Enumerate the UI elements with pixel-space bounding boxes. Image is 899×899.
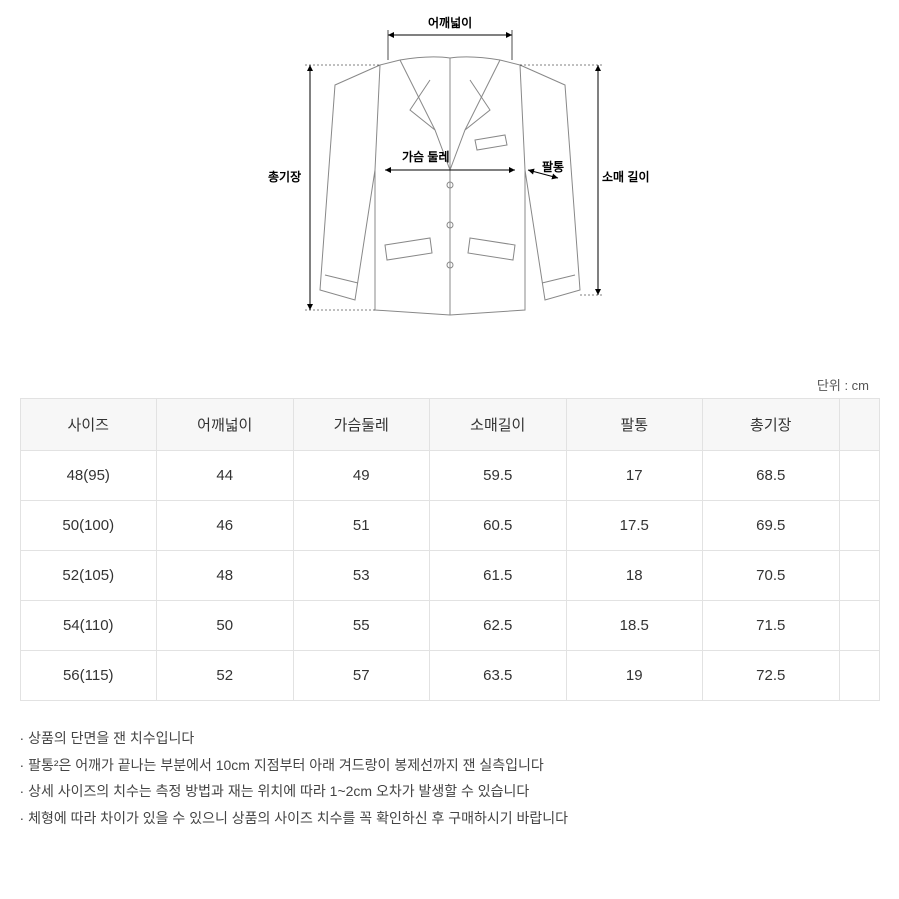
label-sleeve: 소매 길이 <box>602 168 650 185</box>
table-cell: 53 <box>293 551 430 601</box>
label-arm-width: 팔통 <box>542 158 564 175</box>
table-cell: 54(110) <box>20 601 157 651</box>
table-cell: 61.5 <box>430 551 567 601</box>
table-cell: 18.5 <box>566 601 703 651</box>
table-cell: 68.5 <box>703 451 840 501</box>
table-cell: 17.5 <box>566 501 703 551</box>
table-cell: 44 <box>157 451 294 501</box>
jacket-svg <box>280 10 620 340</box>
table-cell: 57 <box>293 651 430 701</box>
table-cell: 50 <box>157 601 294 651</box>
label-shoulder: 어깨넓이 <box>428 14 472 31</box>
table-cell: 52(105) <box>20 551 157 601</box>
table-cell: 71.5 <box>703 601 840 651</box>
size-table: 사이즈 어깨넓이 가슴둘레 소매길이 팔통 총기장 48(95)444959.5… <box>20 398 880 701</box>
table-cell: 50(100) <box>20 501 157 551</box>
table-cell <box>839 501 879 551</box>
th-arm: 팔통 <box>566 399 703 451</box>
label-length: 총기장 <box>268 168 301 185</box>
table-cell: 48(95) <box>20 451 157 501</box>
th-length: 총기장 <box>703 399 840 451</box>
th-sleeve: 소매길이 <box>430 399 567 451</box>
label-chest: 가슴 둘레 <box>402 148 450 165</box>
table-cell: 56(115) <box>20 651 157 701</box>
table-cell: 59.5 <box>430 451 567 501</box>
th-size: 사이즈 <box>20 399 157 451</box>
table-row: 52(105)485361.51870.5 <box>20 551 879 601</box>
table-cell: 51 <box>293 501 430 551</box>
table-cell <box>839 451 879 501</box>
table-cell: 48 <box>157 551 294 601</box>
table-cell: 69.5 <box>703 501 840 551</box>
table-cell <box>839 551 879 601</box>
table-header-row: 사이즈 어깨넓이 가슴둘레 소매길이 팔통 총기장 <box>20 399 879 451</box>
table-cell: 18 <box>566 551 703 601</box>
table-cell: 19 <box>566 651 703 701</box>
notes-list: 상품의 단면을 잰 치수입니다팔통²은 어깨가 끝나는 부분에서 10cm 지점… <box>20 725 880 831</box>
table-cell <box>839 601 879 651</box>
table-cell: 70.5 <box>703 551 840 601</box>
note-item: 상세 사이즈의 치수는 측정 방법과 재는 위치에 따라 1~2cm 오차가 발… <box>20 778 880 805</box>
table-row: 56(115)525763.51972.5 <box>20 651 879 701</box>
table-row: 48(95)444959.51768.5 <box>20 451 879 501</box>
table-cell <box>839 651 879 701</box>
th-chest: 가슴둘레 <box>293 399 430 451</box>
jacket-diagram: 어깨넓이 가슴 둘레 팔통 소매 길이 총기장 <box>0 0 899 350</box>
table-cell: 17 <box>566 451 703 501</box>
note-item: 체형에 따라 차이가 있을 수 있으니 상품의 사이즈 치수를 꼭 확인하신 후… <box>20 805 880 832</box>
table-cell: 72.5 <box>703 651 840 701</box>
table-cell: 63.5 <box>430 651 567 701</box>
table-cell: 62.5 <box>430 601 567 651</box>
unit-label: 단위 : cm <box>817 375 869 394</box>
th-empty <box>839 399 879 451</box>
table-cell: 55 <box>293 601 430 651</box>
th-shoulder: 어깨넓이 <box>157 399 294 451</box>
table-cell: 60.5 <box>430 501 567 551</box>
table-cell: 49 <box>293 451 430 501</box>
table-row: 50(100)465160.517.569.5 <box>20 501 879 551</box>
table-cell: 46 <box>157 501 294 551</box>
table-row: 54(110)505562.518.571.5 <box>20 601 879 651</box>
note-item: 팔통²은 어깨가 끝나는 부분에서 10cm 지점부터 아래 겨드랑이 봉제선까… <box>20 752 880 779</box>
note-item: 상품의 단면을 잰 치수입니다 <box>20 725 880 752</box>
table-cell: 52 <box>157 651 294 701</box>
